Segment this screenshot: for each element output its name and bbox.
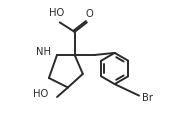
Text: HO: HO: [49, 8, 64, 18]
Text: HO: HO: [33, 89, 48, 99]
Text: NH: NH: [36, 48, 51, 58]
Text: Br: Br: [142, 93, 153, 103]
Text: O: O: [86, 9, 93, 19]
